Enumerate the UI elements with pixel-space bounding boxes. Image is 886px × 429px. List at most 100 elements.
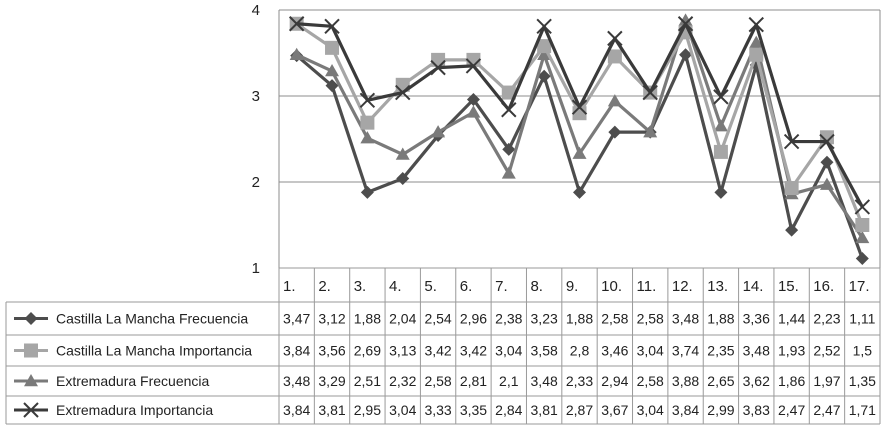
data-label: 3,04 (495, 343, 522, 359)
data-point (855, 218, 870, 232)
x-tick-label: 10. (601, 278, 622, 295)
data-point (607, 94, 622, 107)
data-label: 3,42 (460, 343, 487, 359)
marker-stroke (819, 133, 835, 150)
data-label: 3,62 (743, 373, 770, 389)
data-label: 3,04 (389, 402, 416, 418)
data-point (571, 99, 588, 115)
data-label: 3,58 (531, 343, 558, 359)
data-label: 3,23 (531, 311, 558, 327)
data-point (819, 177, 834, 190)
marker-stroke (288, 16, 305, 32)
data-point (855, 252, 869, 266)
data-label: 2,84 (495, 402, 522, 418)
data-point (502, 142, 516, 156)
y-tick-labels: 1 2 3 4 (252, 2, 260, 277)
data-point (325, 79, 339, 93)
legend-key-marker (23, 402, 39, 418)
data-label: 2,47 (813, 402, 840, 418)
data-label: 3,74 (672, 343, 699, 359)
data-point (573, 185, 586, 199)
data-point (537, 69, 551, 83)
data-point (854, 199, 871, 215)
data-label: 3,84 (283, 343, 310, 359)
data-point (713, 89, 729, 105)
data-label: 2,99 (707, 402, 734, 418)
x-tick-label: 6. (460, 278, 473, 295)
data-label: 3,83 (743, 402, 770, 418)
data-point (783, 133, 800, 150)
data-label: 2,96 (460, 311, 487, 327)
data-label: 1,88 (566, 311, 593, 327)
data-point (360, 115, 375, 130)
data-point (677, 16, 694, 32)
marker-stroke (501, 102, 517, 118)
data-label: 3,84 (672, 402, 699, 418)
legend-key (14, 374, 48, 387)
y-tick-label: 2 (252, 174, 260, 191)
data-label: 2,87 (566, 402, 593, 418)
legend-key (14, 312, 48, 325)
data-label: 2,8 (570, 343, 590, 359)
marker-stroke (854, 199, 871, 215)
data-point (785, 223, 799, 237)
data-label: 1,93 (778, 343, 805, 359)
marker-stroke (324, 18, 340, 35)
x-tick-label: 13. (707, 278, 728, 295)
data-label: 2,38 (495, 311, 522, 327)
data-label: 2,58 (601, 311, 628, 327)
data-label: 2,52 (813, 343, 840, 359)
x-tick-label: 2. (318, 278, 331, 295)
x-tick-label: 7. (495, 278, 508, 295)
data-point (713, 144, 728, 159)
data-point (855, 230, 870, 244)
data-label: 1,88 (354, 311, 381, 327)
data-label: 3,47 (283, 311, 310, 327)
data-label: 3,56 (318, 343, 345, 359)
data-point (431, 125, 446, 138)
y-tick-label: 1 (252, 260, 260, 277)
data-label: 2,33 (566, 373, 593, 389)
marker-stroke (571, 99, 588, 115)
data-point (714, 185, 728, 199)
data-label: 3,36 (743, 311, 770, 327)
data-point (536, 18, 552, 35)
marker-stroke (713, 89, 729, 105)
data-point (324, 18, 340, 35)
data-point (784, 181, 799, 196)
marker-stroke (677, 16, 694, 32)
data-label: 3,42 (424, 343, 451, 359)
data-point (430, 59, 446, 76)
data-point (395, 147, 410, 160)
marker-stroke (748, 16, 764, 33)
legend-label: Castilla La Mancha Importancia (56, 343, 252, 359)
data-table: 1. 2. 3. 4. 5. 6. 7. 8. 9. 10. 11. 12. 13. 14. 15. 16. 1… (5, 267, 881, 425)
x-tick-label: 12. (672, 278, 693, 295)
data-label: 2,58 (637, 311, 664, 327)
data-label: 1,44 (778, 311, 805, 327)
data-label: 3,35 (460, 402, 487, 418)
data-label: 3,48 (283, 373, 310, 389)
data-label: 3,29 (318, 373, 345, 389)
series (288, 16, 871, 215)
y-tick-label: 3 (252, 88, 260, 105)
data-label: 2,23 (813, 311, 840, 327)
data-point (360, 131, 375, 144)
data-label: 3,12 (318, 311, 345, 327)
data-label: 3,04 (637, 343, 664, 359)
y-tick-label: 4 (252, 2, 260, 19)
series (289, 13, 870, 244)
marker-stroke (359, 92, 376, 109)
data-point (396, 172, 410, 186)
data-point (537, 39, 552, 54)
data-label: 2,04 (389, 311, 416, 327)
data-point (607, 49, 622, 64)
data-point (466, 105, 481, 118)
data-label: 2,95 (354, 402, 381, 418)
marker-stroke (430, 59, 446, 76)
legend-key-marker (24, 343, 38, 358)
data-label: 2,69 (354, 343, 381, 359)
data-label: 2,32 (389, 373, 416, 389)
x-tick-label: 15. (778, 278, 799, 295)
data-label: 3,81 (531, 402, 558, 418)
